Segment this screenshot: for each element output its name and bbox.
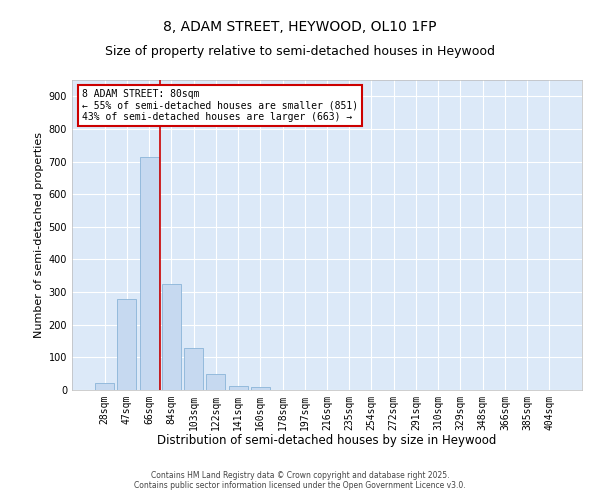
X-axis label: Distribution of semi-detached houses by size in Heywood: Distribution of semi-detached houses by … [157,434,497,448]
Text: Size of property relative to semi-detached houses in Heywood: Size of property relative to semi-detach… [105,45,495,58]
Bar [229,386,248,390]
Bar [162,284,181,390]
Y-axis label: Number of semi-detached properties: Number of semi-detached properties [34,132,44,338]
Bar [206,374,225,390]
Bar [251,388,270,390]
Bar [140,156,158,390]
Text: Contains HM Land Registry data © Crown copyright and database right 2025.
Contai: Contains HM Land Registry data © Crown c… [134,470,466,490]
Bar [118,298,136,390]
Bar [95,384,114,390]
Bar [184,348,203,390]
Text: 8, ADAM STREET, HEYWOOD, OL10 1FP: 8, ADAM STREET, HEYWOOD, OL10 1FP [163,20,437,34]
Text: 8 ADAM STREET: 80sqm
← 55% of semi-detached houses are smaller (851)
43% of semi: 8 ADAM STREET: 80sqm ← 55% of semi-detac… [82,90,358,122]
